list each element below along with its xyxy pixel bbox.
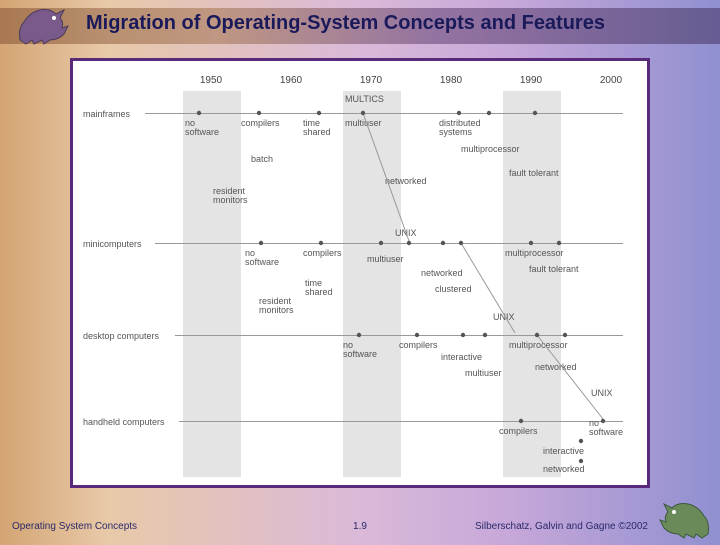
chart-annotation: compilers (241, 119, 280, 128)
chart-annotation: clustered (435, 285, 472, 294)
footer-right: Silberschatz, Galvin and Gagne ©2002 (475, 521, 648, 532)
chart-annotation: multiuser (367, 255, 404, 264)
year-label: 2000 (600, 75, 622, 86)
chart-annotation: batch (251, 155, 273, 164)
footer-left: Operating System Concepts (12, 521, 137, 532)
chart-annotation: nosoftware (589, 419, 623, 438)
chart-annotation: multiuser (465, 369, 502, 378)
chart-annotation: timeshared (305, 279, 333, 298)
chart-annotation: nosoftware (185, 119, 219, 138)
footer-center: 1.9 (353, 521, 367, 532)
chart-annotation: interactive (543, 447, 584, 456)
chart-annotation: distributedsystems (439, 119, 481, 138)
timeline-line (145, 113, 623, 114)
chart-annotation: residentmonitors (213, 187, 248, 206)
chart-annotation: interactive (441, 353, 482, 362)
chart-annotation: networked (421, 269, 463, 278)
chart-annotation: networked (385, 177, 427, 186)
chart-annotation: networked (535, 363, 577, 372)
year-label: 1950 (200, 75, 222, 86)
category-label: mainframes (83, 109, 130, 119)
year-label: 1960 (280, 75, 302, 86)
chart-annotation: compilers (499, 427, 538, 436)
chart-annotation: multiprocessor (509, 341, 568, 350)
chart-annotation: UNIX (591, 389, 613, 398)
chart-annotation: timeshared (303, 119, 331, 138)
chart-annotation: compilers (399, 341, 438, 350)
year-label: 1970 (360, 75, 382, 86)
category-label: handheld computers (83, 417, 165, 427)
chart-frame: 1950 1960 1970 1980 1990 2000 mainframes minico… (70, 58, 650, 488)
chart-annotation: UNIX (395, 229, 417, 238)
chart-annotation: networked (543, 465, 585, 474)
chart-annotation: UNIX (493, 313, 515, 322)
shade-column (183, 91, 241, 477)
year-label: 1990 (520, 75, 542, 86)
shade-column (343, 91, 401, 477)
dinosaur-decoration-right (652, 492, 714, 540)
chart-annotation: multiuser (345, 119, 382, 128)
chart-annotation: fault tolerant (509, 169, 559, 178)
year-label: 1980 (440, 75, 462, 86)
chart-annotation: multiprocessor (505, 249, 564, 258)
category-label: desktop computers (83, 331, 159, 341)
chart-annotation: fault tolerant (529, 265, 579, 274)
chart-annotation: residentmonitors (259, 297, 294, 316)
chart-annotation: compilers (303, 249, 342, 258)
chart-annotation: MULTICS (345, 95, 384, 104)
chart-area: 1950 1960 1970 1980 1990 2000 mainframes minico… (81, 69, 639, 477)
slide-title: Migration of Operating-System Concepts a… (86, 12, 605, 35)
timeline-line (155, 243, 623, 244)
timeline-line (179, 421, 623, 422)
chart-annotation: nosoftware (245, 249, 279, 268)
dinosaur-decoration-left (14, 0, 76, 48)
chart-annotation: multiprocessor (461, 145, 520, 154)
chart-annotation: nosoftware (343, 341, 377, 360)
category-label: minicomputers (83, 239, 142, 249)
timeline-line (175, 335, 623, 336)
